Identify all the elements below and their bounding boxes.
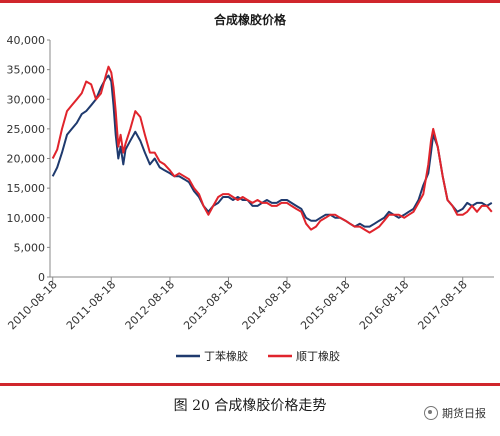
x-tick-label: 2011-08-18 bbox=[64, 278, 118, 332]
legend: 丁苯橡胶 顺丁橡胶 bbox=[176, 349, 340, 363]
legend-label-2: 顺丁橡胶 bbox=[296, 349, 340, 363]
series-line-1 bbox=[51, 74, 493, 228]
y-tick-label: 15,000 bbox=[7, 182, 46, 195]
figure-caption: 图 20 合成橡胶价格走势 bbox=[173, 398, 327, 414]
legend-label-1: 丁苯橡胶 bbox=[204, 349, 248, 363]
y-tick-label: 10,000 bbox=[7, 212, 46, 225]
chart-title: 合成橡胶价格 bbox=[214, 12, 287, 27]
series-line-2 bbox=[51, 65, 493, 234]
watermark: 期货日报 bbox=[424, 405, 486, 421]
y-tick-label: 0 bbox=[38, 271, 45, 284]
y-tick-label: 35,000 bbox=[7, 64, 46, 77]
wechat-icon bbox=[424, 406, 438, 420]
x-tick-label: 2016-08-18 bbox=[357, 278, 411, 332]
x-tick-label: 2012-08-18 bbox=[123, 278, 177, 332]
x-tick-label: 2010-08-18 bbox=[5, 278, 59, 332]
y-tick-label: 20,000 bbox=[7, 153, 46, 166]
x-tick-label: 2015-08-18 bbox=[298, 278, 352, 332]
x-tick-label: 2017-08-18 bbox=[415, 278, 469, 332]
series-layer bbox=[51, 65, 493, 234]
y-axis: 0 5,000 10,000 15,000 20,000 25,000 30,000 35,0… bbox=[7, 34, 51, 284]
x-tick-label: 2013-08-18 bbox=[181, 278, 235, 332]
x-axis: 2010-08-18 2011-08-18 2012-08-18 2013-08-18… bbox=[5, 276, 494, 332]
y-tick-label: 40,000 bbox=[7, 34, 46, 47]
x-tick-label: 2014-08-18 bbox=[240, 278, 294, 332]
y-tick-label: 5,000 bbox=[14, 241, 46, 254]
watermark-label: 期货日报 bbox=[442, 407, 486, 420]
y-tick-label: 25,000 bbox=[7, 123, 46, 136]
y-tick-label: 30,000 bbox=[7, 93, 46, 106]
